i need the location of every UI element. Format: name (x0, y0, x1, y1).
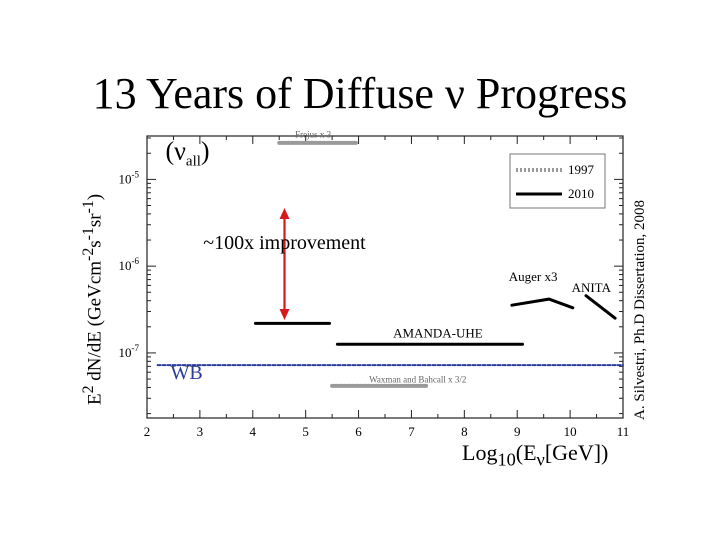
legend-box (509, 153, 606, 209)
annotation-waxman-and-bahcall-x-3-2: Waxman and Bahcall x 3/2 (369, 374, 466, 384)
flavor-label: (νall) (166, 136, 210, 169)
x-axis-label: Log10(Eν[GeV]) (462, 440, 609, 470)
x-tick-label: 8 (461, 424, 468, 439)
x-tick-label: 5 (302, 424, 309, 439)
series-auger-x3 (510, 297, 575, 310)
annotation-frejus-x-3: Frejus x 3 (295, 130, 332, 140)
annotation-anita: ANITA (572, 280, 612, 295)
y-tick-label: 10-7 (119, 343, 140, 360)
x-tick-label: 11 (617, 424, 630, 439)
annotation-100x-improvement: ~100x improvement (203, 232, 366, 254)
improvement-arrow-head-down (279, 308, 290, 320)
y-tick-label: 10-5 (119, 169, 140, 186)
improvement-arrow-head-up (279, 208, 290, 220)
x-tick-label: 6 (355, 424, 362, 439)
x-tick-label: 7 (408, 424, 415, 439)
series-anita (584, 294, 617, 320)
annotation-auger-x3: Auger x3 (509, 269, 558, 284)
x-tick-label: 9 (514, 424, 521, 439)
x-tick-label: 4 (250, 424, 257, 439)
page-title: 13 Years of Diffuse ν Progress (92, 69, 628, 118)
x-tick-label: 2 (144, 424, 151, 439)
y-tick-label: 10-6 (119, 256, 140, 273)
annotation-amanda-uhe: AMANDA-UHE (393, 325, 483, 340)
legend-label-2010: 2010 (568, 186, 594, 201)
x-tick-label: 3 (197, 424, 204, 439)
annotation-wb: WB (171, 362, 203, 384)
legend-label-1997: 1997 (568, 162, 595, 177)
x-tick-label: 10 (564, 424, 577, 439)
